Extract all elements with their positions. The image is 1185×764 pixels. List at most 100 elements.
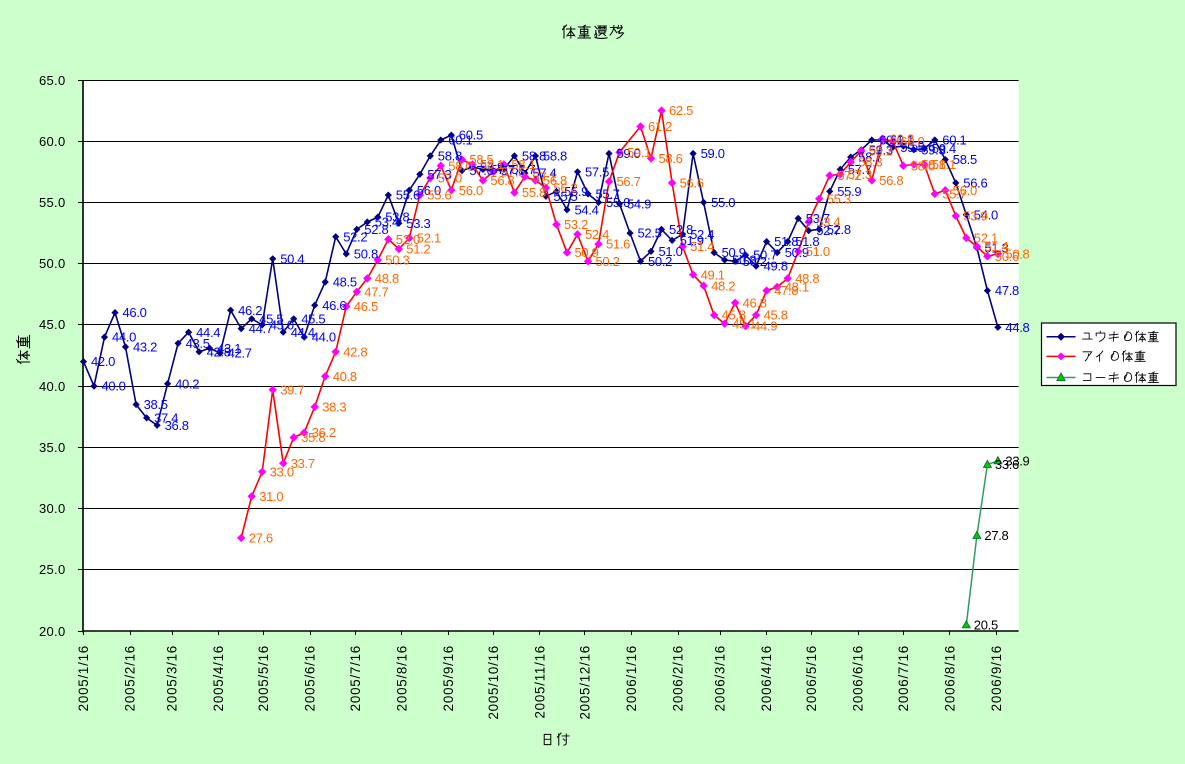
svg-text:2005/1/16: 2005/1/16 [76,645,91,711]
svg-text:47.8: 47.8 [774,283,798,298]
svg-text:2005/6/16: 2005/6/16 [303,645,318,711]
svg-text:60.1: 60.1 [890,133,914,148]
svg-text:50.2: 50.2 [648,254,672,269]
svg-text:59.2: 59.2 [869,144,893,159]
svg-text:51.2: 51.2 [406,242,430,257]
svg-text:51.4: 51.4 [690,239,714,254]
svg-text:58.5: 58.5 [469,152,493,167]
svg-text:59.0: 59.0 [617,146,641,161]
svg-text:57.4: 57.4 [532,166,556,181]
svg-text:57.7: 57.7 [848,162,872,177]
svg-text:53.2: 53.2 [564,217,588,232]
svg-text:2005/4/16: 2005/4/16 [211,645,226,711]
svg-text:43.1: 43.1 [217,341,241,356]
svg-text:52.1: 52.1 [417,231,441,246]
svg-text:40.2: 40.2 [175,376,199,391]
svg-text:51.8: 51.8 [795,234,819,249]
svg-text:50.7: 50.7 [753,248,777,263]
svg-text:53.7: 53.7 [806,211,830,226]
svg-text:42.8: 42.8 [343,344,367,359]
svg-text:59.6: 59.6 [911,139,935,154]
svg-text:36.2: 36.2 [312,425,336,440]
svg-text:58.8: 58.8 [438,149,462,164]
svg-text:55.5: 55.5 [553,189,577,204]
svg-text:44.8: 44.8 [1005,320,1029,335]
svg-text:44.0: 44.0 [112,330,136,345]
svg-text:50.2: 50.2 [743,254,767,269]
svg-text:53.8: 53.8 [385,210,409,225]
svg-text:52.2: 52.2 [343,229,367,244]
svg-text:60.0: 60.0 [39,134,66,149]
svg-text:30.0: 30.0 [39,501,66,516]
svg-text:38.3: 38.3 [322,400,346,415]
svg-text:44.4: 44.4 [196,325,220,340]
svg-text:49.8: 49.8 [764,259,788,274]
svg-text:2006/4/16: 2006/4/16 [759,645,774,711]
svg-text:43.2: 43.2 [133,340,157,355]
svg-text:2006/3/16: 2006/3/16 [713,645,728,711]
svg-text:50.3: 50.3 [732,253,756,268]
svg-text:57.9: 57.9 [480,160,504,175]
svg-text:55.0: 55.0 [39,195,66,210]
svg-text:37.4: 37.4 [154,411,178,426]
svg-text:57.2: 57.2 [837,168,861,183]
svg-text:48.2: 48.2 [711,278,735,293]
svg-text:55.0: 55.0 [711,195,735,210]
svg-text:33.6: 33.6 [995,457,1019,472]
svg-text:36.8: 36.8 [165,418,189,433]
svg-text:2006/9/16: 2006/9/16 [989,645,1004,711]
svg-text:52.0: 52.0 [396,232,420,247]
svg-text:58.8: 58.8 [543,149,567,164]
svg-text:2005/10/16: 2005/10/16 [486,645,501,720]
svg-text:48.1: 48.1 [785,280,809,295]
svg-text:57.6: 57.6 [469,163,493,178]
svg-text:56.0: 56.0 [953,183,977,198]
svg-text:53.9: 53.9 [963,209,987,224]
svg-text:53.4: 53.4 [375,215,399,230]
svg-text:57.0: 57.0 [438,171,462,186]
svg-text:43.5: 43.5 [186,336,210,351]
svg-text:46.5: 46.5 [354,299,378,314]
svg-text:50.8: 50.8 [354,247,378,262]
svg-text:58.1: 58.1 [511,157,535,172]
svg-text:2005/12/16: 2005/12/16 [578,645,593,720]
svg-text:42.0: 42.0 [91,354,115,369]
svg-text:31.0: 31.0 [259,489,283,504]
svg-text:54.4: 54.4 [575,202,599,217]
svg-text:55.0: 55.0 [606,195,630,210]
svg-text:2005/8/16: 2005/8/16 [394,645,409,711]
svg-text:20.0: 20.0 [39,624,66,639]
svg-text:60.1: 60.1 [879,133,903,148]
svg-text:25.0: 25.0 [39,562,66,577]
svg-text:40.0: 40.0 [102,379,126,394]
svg-text:52.1: 52.1 [974,231,998,246]
svg-text:59.1: 59.1 [627,145,651,160]
svg-text:52.8: 52.8 [827,222,851,237]
svg-text:59.3: 59.3 [869,142,893,157]
svg-text:54.0: 54.0 [974,207,998,222]
svg-text:38.5: 38.5 [144,397,168,412]
svg-text:58.8: 58.8 [522,149,546,164]
svg-text:51.9: 51.9 [680,233,704,248]
svg-text:65.0: 65.0 [39,73,66,88]
svg-text:57.3: 57.3 [427,167,451,182]
svg-text:46.2: 46.2 [238,303,262,318]
svg-text:48.8: 48.8 [375,271,399,286]
svg-text:51.6: 51.6 [606,237,630,252]
svg-text:60.2: 60.2 [890,131,914,146]
svg-text:55.9: 55.9 [564,184,588,199]
svg-text:56.7: 56.7 [617,174,641,189]
svg-text:33.7: 33.7 [291,456,315,471]
svg-text:2005/2/16: 2005/2/16 [123,645,138,711]
svg-text:57.7: 57.7 [511,162,535,177]
svg-text:50.6: 50.6 [995,249,1019,264]
svg-text:45.1: 45.1 [732,316,756,331]
svg-text:57.6: 57.6 [501,163,525,178]
svg-text:56.0: 56.0 [417,183,441,198]
svg-text:61.2: 61.2 [648,119,672,134]
svg-text:44.9: 44.9 [753,319,777,334]
svg-text:51.4: 51.4 [984,239,1008,254]
svg-text:50.3: 50.3 [385,253,409,268]
svg-text:59.0: 59.0 [701,146,725,161]
svg-text:56.2: 56.2 [553,180,577,195]
